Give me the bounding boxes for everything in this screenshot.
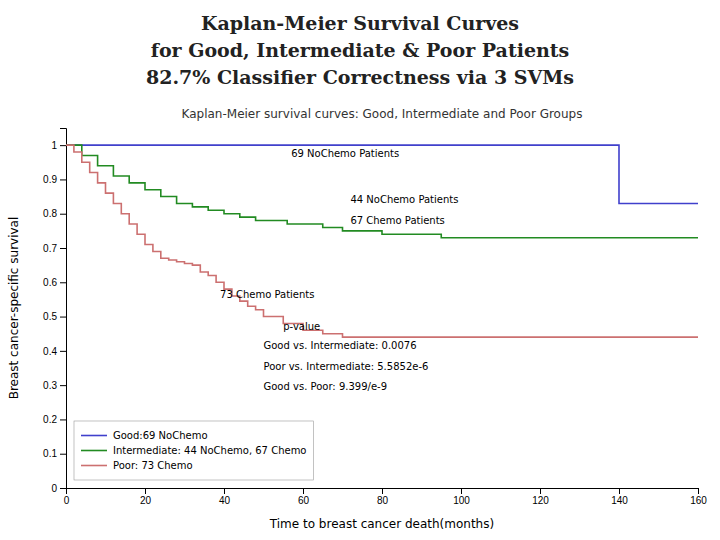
tick-mark <box>60 214 66 215</box>
title: Kaplan-Meier Survival Curves <box>201 12 519 34</box>
tick-mark <box>145 488 146 494</box>
tick-label: 0.8 <box>43 208 57 219</box>
legend-swatch <box>81 435 107 437</box>
tick-mark <box>60 351 66 352</box>
tick: 80 <box>377 488 389 506</box>
x-axis-label: Time to breast cancer death(months) <box>269 517 494 531</box>
tick: 1 <box>51 140 66 151</box>
tick-mark <box>60 248 66 249</box>
tick: 0 <box>64 488 70 506</box>
legend-label: Poor: 73 Chemo <box>113 460 193 471</box>
tick-label: 20 <box>140 495 152 506</box>
axis-line <box>60 129 67 489</box>
tick: 140 <box>611 488 628 506</box>
tick-mark <box>382 488 383 494</box>
title: for Good, Intermediate & Poor Patients <box>151 39 570 61</box>
tick-mark <box>461 488 462 494</box>
tick-mark <box>60 419 66 420</box>
subtitle: Kaplan-Meier survival curves: Good, Inte… <box>182 107 583 121</box>
legend-item: Good:69 NoChemo <box>81 430 208 441</box>
lines <box>66 145 698 337</box>
tick-label: 120 <box>532 495 549 506</box>
tick-label: 1 <box>51 140 57 151</box>
tick: 20 <box>140 488 152 506</box>
legend-swatch <box>81 465 107 467</box>
tick-label: 140 <box>611 495 628 506</box>
annotation: 69 NoChemo Patients <box>291 148 399 159</box>
title: 82.7% Classifier Correctness via 3 SVMs <box>146 66 574 88</box>
tick-label: 0 <box>51 483 57 494</box>
tick-label: 40 <box>219 495 231 506</box>
tick-label: 0.2 <box>43 414 57 425</box>
annotation: Good vs. Poor: 9.399/e-9 <box>264 381 388 392</box>
annotation: 44 NoChemo Patients <box>350 194 458 205</box>
legend-swatch <box>81 450 107 452</box>
annotation: Good vs. Intermediate: 0.0076 <box>264 340 417 351</box>
tick-mark <box>540 488 541 494</box>
tick-mark <box>60 145 66 146</box>
chart: Kaplan-Meier Survival Curves for Good, In… <box>0 0 720 540</box>
tick-mark <box>698 488 699 494</box>
plot: 0 20 40 60 80 100 120 140 160 0 0.1 0.2 0.3 0.4 0.5 0.6… <box>43 129 707 507</box>
tick-mark <box>60 179 66 180</box>
tick: 0 <box>51 483 66 494</box>
tick-label: 0.6 <box>43 277 57 288</box>
tick: 0.3 <box>43 380 66 391</box>
annotation: 67 Chemo Patients <box>350 215 444 226</box>
tick: 0.8 <box>43 208 66 219</box>
tick-label: 0.7 <box>43 243 57 254</box>
annotation: p-value <box>283 321 320 332</box>
series-line <box>66 145 698 238</box>
tick-label: 0.1 <box>43 448 57 459</box>
legend-frame <box>74 421 314 480</box>
tick-label: 100 <box>453 495 470 506</box>
tick-mark <box>619 488 620 494</box>
tick: 100 <box>453 488 470 506</box>
tick-label: 0 <box>64 495 70 506</box>
tick: 0.5 <box>43 311 66 322</box>
legend: Good:69 NoChemo Intermediate: 44 NoChemo,… <box>74 421 314 480</box>
tick-label: 0.5 <box>43 311 57 322</box>
x-axis: 0 20 40 60 80 100 120 140 160 <box>64 488 708 506</box>
tick-mark <box>60 454 66 455</box>
tick: 40 <box>219 488 231 506</box>
tick-mark <box>60 317 66 318</box>
tick: 0.1 <box>43 448 66 459</box>
tick-label: 80 <box>377 495 389 506</box>
series-line <box>66 145 698 337</box>
tick-label: 60 <box>298 495 310 506</box>
tick-mark <box>224 488 225 494</box>
y-axis: 0 0.1 0.2 0.3 0.4 0.5 0.6 0.7 0.8 0.9 1 <box>43 129 66 494</box>
tick-label: 0.9 <box>43 174 57 185</box>
legend-item: Poor: 73 Chemo <box>81 460 193 471</box>
tick: 0.7 <box>43 243 66 254</box>
tick: 120 <box>532 488 549 506</box>
tick-label: 0.4 <box>43 346 57 357</box>
tick-mark <box>303 488 304 494</box>
annotation: 73 Chemo Patients <box>220 289 314 300</box>
annotation: Poor vs. Intermediate: 5.5852e-6 <box>264 361 429 372</box>
tick: 0.2 <box>43 414 66 425</box>
tick-label: 160 <box>690 495 707 506</box>
tick: 0.6 <box>43 277 66 288</box>
tick-label: 0.3 <box>43 380 57 391</box>
axis-line <box>67 489 699 495</box>
y-axis-label: Breast cancer-specific survival <box>7 217 21 400</box>
tick: 0.4 <box>43 346 66 357</box>
legend-item: Intermediate: 44 NoChemo, 67 Chemo <box>81 445 307 456</box>
tick-mark <box>60 488 66 489</box>
tick: 0.9 <box>43 174 66 185</box>
tick: 60 <box>298 488 310 506</box>
tick-mark <box>60 282 66 283</box>
legend-label: Intermediate: 44 NoChemo, 67 Chemo <box>113 445 307 456</box>
legend-label: Good:69 NoChemo <box>113 430 208 441</box>
tick-mark <box>60 385 66 386</box>
tick: 160 <box>690 488 707 506</box>
annotations: 69 NoChemo Patients 44 NoChemo Patients 67… <box>220 148 458 392</box>
